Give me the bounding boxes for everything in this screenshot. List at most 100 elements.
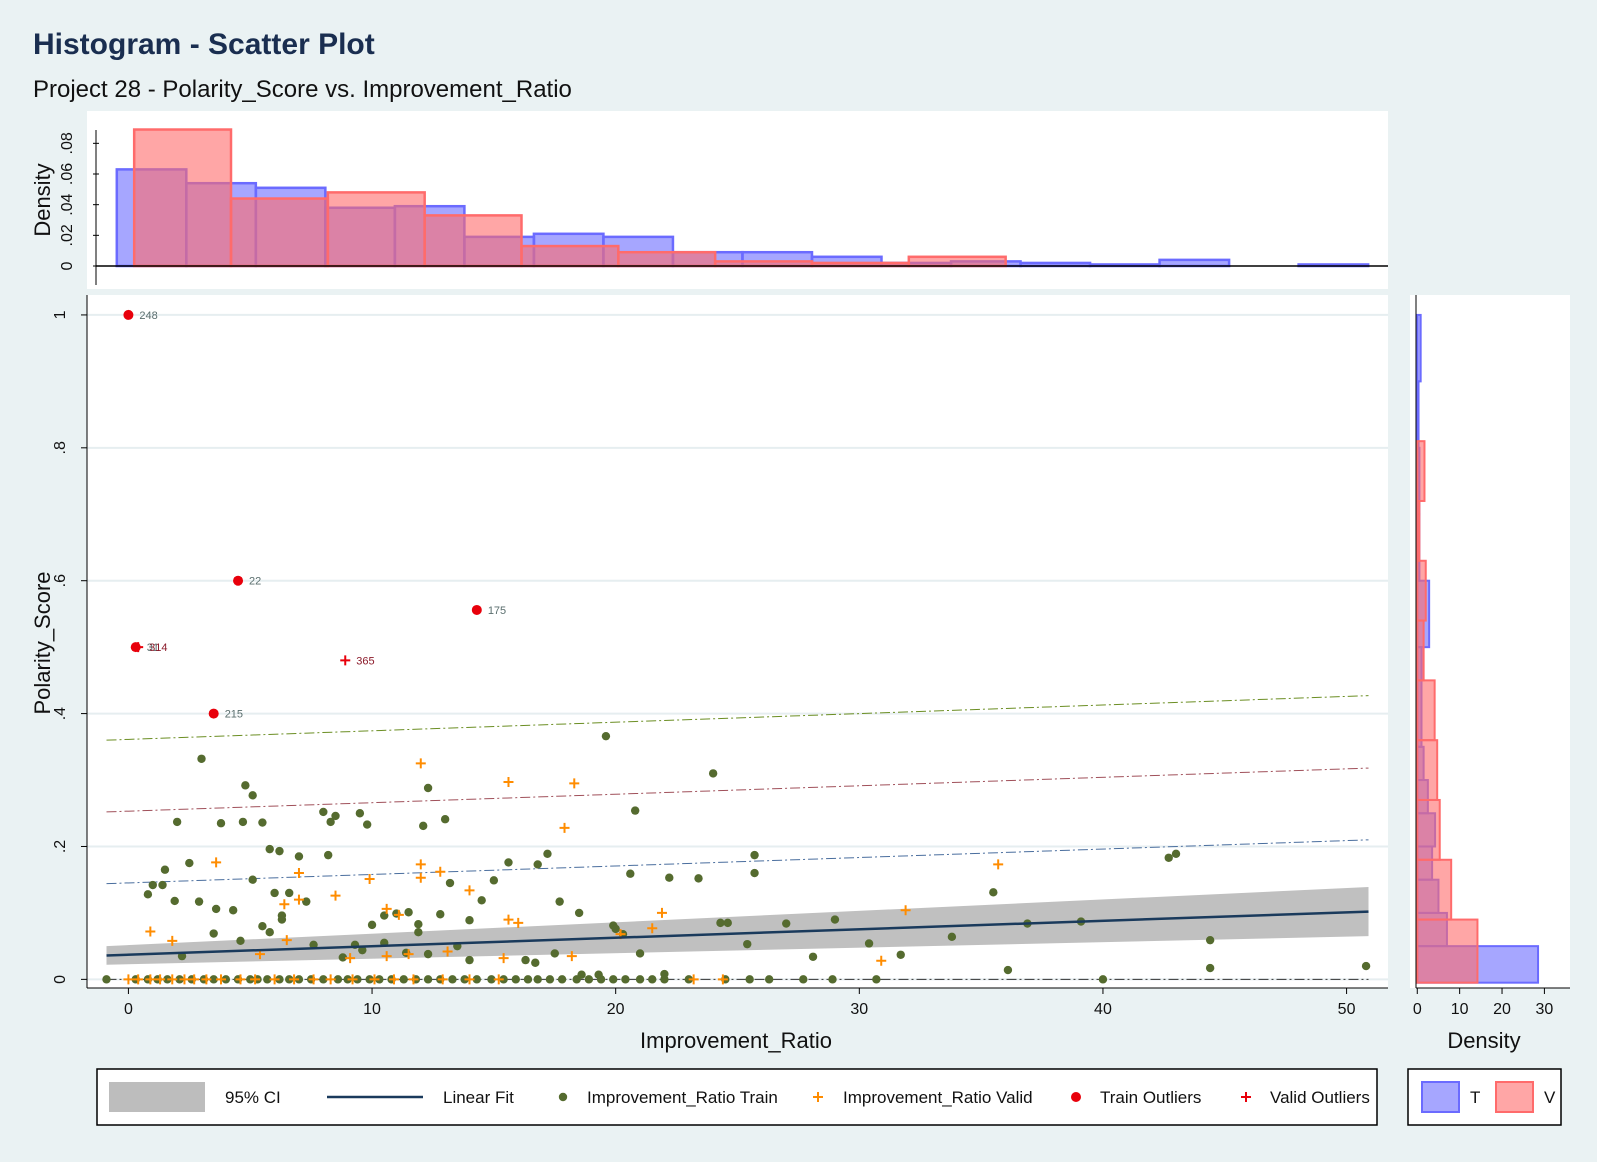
train-point bbox=[1361, 961, 1371, 971]
valid-point bbox=[189, 974, 200, 985]
train-point bbox=[750, 868, 759, 878]
train-point bbox=[531, 958, 540, 967]
hist-bar-V bbox=[1416, 858, 1453, 921]
valid-point bbox=[308, 974, 319, 985]
hist-bar-V bbox=[132, 128, 233, 268]
valid-point bbox=[325, 974, 336, 985]
valid-point bbox=[133, 974, 144, 985]
train-point bbox=[472, 975, 482, 984]
valid-point bbox=[503, 777, 514, 788]
train-point bbox=[782, 919, 791, 928]
train-point bbox=[414, 927, 423, 937]
train-point bbox=[143, 890, 153, 899]
valid-point bbox=[513, 917, 524, 928]
valid-point bbox=[464, 885, 475, 896]
outlier-label: 22 bbox=[249, 576, 261, 588]
train-point bbox=[216, 819, 226, 828]
train-outlier bbox=[208, 708, 219, 719]
train-point bbox=[601, 731, 611, 741]
train-point bbox=[1098, 975, 1108, 984]
valid-point bbox=[293, 894, 304, 905]
legend: 95% CI Linear Fit Improvement_Ratio Train I… bbox=[109, 1081, 1556, 1113]
train-point bbox=[211, 904, 221, 914]
train-point bbox=[423, 949, 433, 959]
train-outlier-icon bbox=[1071, 1092, 1081, 1102]
valid-point bbox=[993, 859, 1004, 870]
train-point bbox=[521, 955, 530, 965]
valid-point bbox=[415, 859, 426, 870]
valid-point bbox=[381, 903, 392, 914]
train-point bbox=[448, 975, 457, 984]
legend-label: Valid Outliers bbox=[1270, 1088, 1370, 1107]
train-point bbox=[323, 850, 333, 860]
train-point bbox=[338, 953, 348, 962]
legend-label: Train Outliers bbox=[1100, 1088, 1201, 1107]
train-point bbox=[102, 975, 111, 984]
y-tick-label: .06 bbox=[59, 163, 76, 185]
train-point bbox=[170, 896, 179, 906]
valid-point bbox=[408, 974, 419, 985]
train-point bbox=[158, 880, 167, 890]
right-hist-xlabel: Density bbox=[1447, 1028, 1520, 1053]
train-point bbox=[436, 910, 445, 919]
legend-label: 95% CI bbox=[225, 1088, 281, 1107]
valid-point-icon bbox=[813, 1092, 823, 1102]
train-point bbox=[708, 769, 718, 778]
train-point bbox=[550, 949, 559, 958]
valid-point bbox=[381, 951, 392, 962]
train-point bbox=[404, 908, 413, 917]
train-point bbox=[1205, 963, 1215, 973]
hist-bar-V bbox=[229, 197, 330, 268]
train-point bbox=[1205, 935, 1215, 945]
train-point bbox=[635, 975, 645, 984]
hist-bar-V bbox=[1416, 679, 1436, 742]
outlier-label: 365 bbox=[356, 655, 374, 667]
x-tick-label: 0 bbox=[124, 1001, 133, 1018]
train-point bbox=[423, 783, 433, 793]
bound-line-middle bbox=[106, 767, 1369, 813]
valid-point bbox=[347, 974, 358, 985]
valid-point bbox=[345, 953, 356, 964]
hist-bar-V bbox=[1416, 739, 1439, 801]
train-point bbox=[533, 975, 542, 984]
x-tick-label: 0 bbox=[1413, 1001, 1422, 1018]
x-tick-label: 30 bbox=[850, 1001, 868, 1018]
valid-point bbox=[155, 974, 166, 985]
train-point bbox=[750, 850, 759, 860]
legend-label: Improvement_Ratio Valid bbox=[843, 1088, 1033, 1107]
train-point bbox=[399, 975, 408, 984]
x-tick-label: 40 bbox=[1094, 1001, 1112, 1018]
train-point bbox=[238, 817, 248, 827]
train-point bbox=[596, 975, 606, 984]
valid-point bbox=[437, 974, 448, 985]
train-point bbox=[630, 806, 640, 815]
train-point bbox=[808, 952, 818, 961]
train-point bbox=[545, 975, 555, 984]
hist-bar-V bbox=[326, 191, 426, 268]
train-point bbox=[477, 896, 486, 905]
train-point bbox=[258, 818, 267, 827]
hist-bar-V bbox=[617, 250, 717, 268]
train-point bbox=[523, 975, 533, 984]
train-point bbox=[160, 865, 170, 874]
valid-point bbox=[215, 974, 226, 985]
train-point bbox=[263, 975, 272, 984]
train-point bbox=[258, 922, 267, 931]
train-point bbox=[362, 820, 372, 829]
valid-outlier bbox=[340, 655, 351, 666]
right-histogram: 0 10 20 30 bbox=[1413, 295, 1570, 1018]
hist-bar-V bbox=[1416, 798, 1441, 861]
valid-point bbox=[388, 974, 399, 985]
valid-point bbox=[364, 874, 375, 885]
train-point bbox=[764, 975, 774, 984]
train-point bbox=[626, 869, 635, 878]
train-point bbox=[302, 897, 311, 906]
train-point bbox=[896, 950, 905, 959]
train-point bbox=[445, 878, 455, 888]
y-tick-label: .04 bbox=[59, 193, 76, 215]
train-point bbox=[487, 975, 496, 984]
hist-bar-V bbox=[1416, 918, 1479, 984]
top-histogram: 0 .02 .04 .06 .08 bbox=[59, 128, 1388, 285]
train-point bbox=[294, 852, 304, 861]
